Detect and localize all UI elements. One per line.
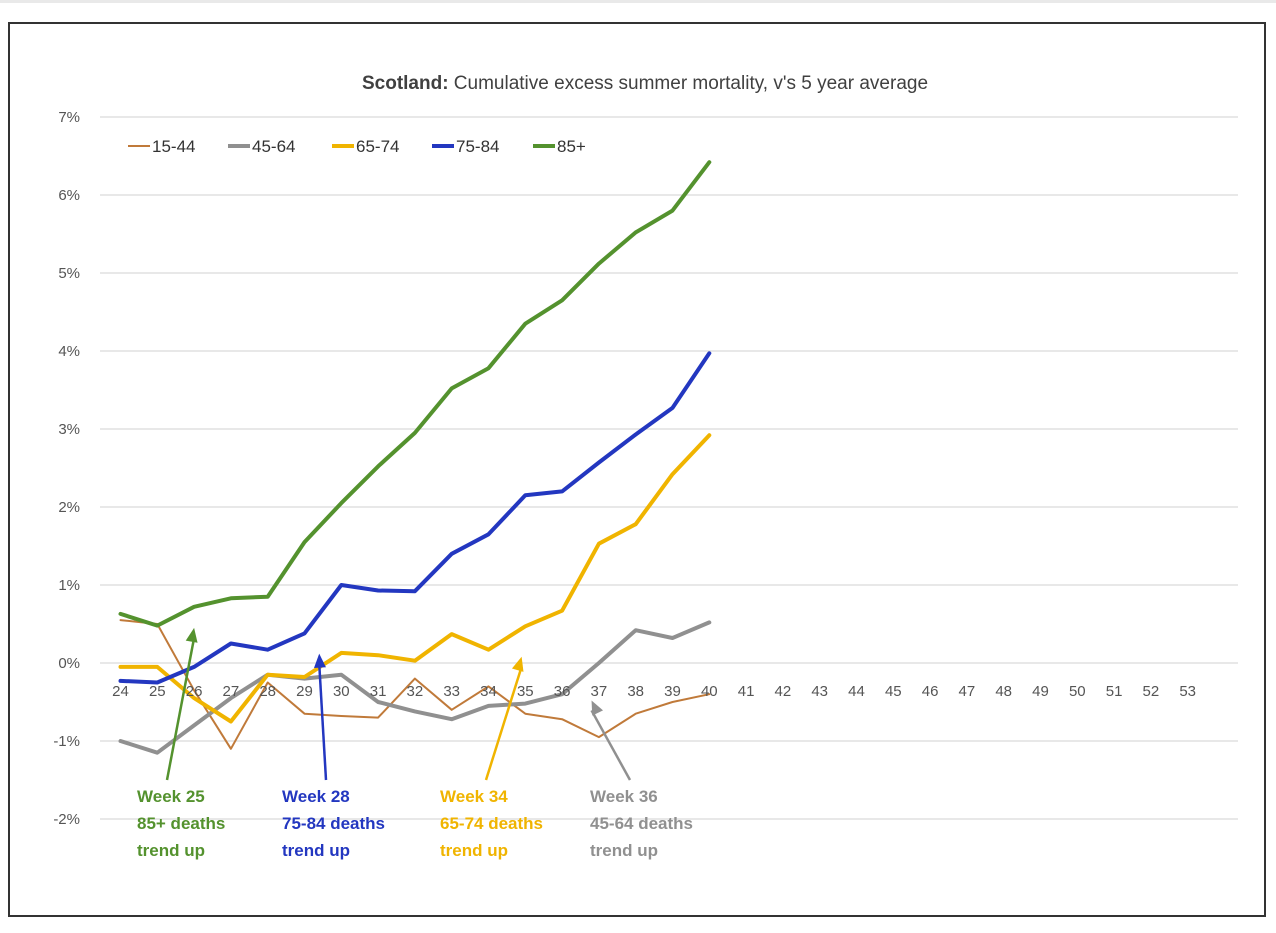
series-line-85+: [118, 160, 712, 628]
legend-label-45-64: 45-64: [252, 137, 295, 156]
x-tick-label: 49: [1032, 683, 1049, 700]
annotation-text-line: trend up: [440, 841, 508, 860]
x-tick-label: 40: [701, 683, 718, 700]
y-tick-label: 4%: [58, 343, 80, 360]
x-tick-label: 42: [775, 683, 792, 700]
x-tick-label: 51: [1106, 683, 1123, 700]
x-tick-label: 50: [1069, 683, 1086, 700]
x-tick-label: 30: [333, 683, 350, 700]
y-tick-label: 6%: [58, 187, 80, 204]
annotation-text-line: Week 36: [590, 787, 658, 806]
y-tick-label: -1%: [53, 733, 80, 750]
annotation-text-line: Week 25: [137, 787, 205, 806]
annotation-arrow-shaft: [484, 666, 523, 781]
y-tick-label: 5%: [58, 265, 80, 282]
x-tick-label: 26: [186, 683, 203, 700]
top-divider: [0, 0, 1276, 3]
x-tick-label: 38: [627, 683, 644, 700]
x-tick-label: 29: [296, 683, 313, 700]
y-tick-label: 1%: [58, 577, 80, 594]
x-tick-label: 28: [259, 683, 276, 700]
x-tick-label: 27: [223, 683, 240, 700]
x-tick-label: 33: [443, 683, 460, 700]
series-line-75-84: [118, 351, 712, 685]
x-tick-label: 45: [885, 683, 902, 700]
annotation-text-line: trend up: [137, 841, 205, 860]
legend: 15-44 45-64 65-74 75-84 85+: [128, 137, 586, 156]
series-line-15-44: [119, 619, 711, 750]
chart-title: Scotland: Cumulative excess summer morta…: [362, 73, 928, 94]
legend-label-65-74: 65-74: [356, 137, 399, 156]
x-tick-label: 52: [1143, 683, 1160, 700]
x-tick-label: 47: [959, 683, 976, 700]
x-tick-label: 36: [554, 683, 571, 700]
annotation-arrow-shaft: [165, 637, 196, 781]
chart-title-bold: Scotland:: [362, 73, 449, 94]
x-tick-label: 35: [517, 683, 534, 700]
y-tick-label: -2%: [53, 811, 80, 828]
annotation-text-line: 85+ deaths: [137, 814, 225, 833]
chart-frame: [8, 22, 1266, 917]
x-tick-label: 39: [664, 683, 681, 700]
x-tick-label: 34: [480, 683, 497, 700]
x-tick-label: 32: [407, 683, 424, 700]
annotation-text-line: trend up: [282, 841, 350, 860]
annotation-text-line: 45-64 deaths: [590, 814, 693, 833]
y-tick-label: 0%: [58, 655, 80, 672]
x-tick-label: 43: [811, 683, 828, 700]
series-line-45-64: [118, 620, 712, 755]
series-layer: [118, 160, 712, 755]
legend-label-15-44: 15-44: [152, 137, 195, 156]
chart-title-rest: Cumulative excess summer mortality, v's …: [449, 73, 929, 94]
annotation-text-line: 65-74 deaths: [440, 814, 543, 833]
grid-layer: [100, 116, 1238, 820]
x-tick-label: 44: [848, 683, 865, 700]
x-tick-label: 24: [112, 683, 129, 700]
legend-label-75-84: 75-84: [456, 137, 499, 156]
annotation-arrow-head: [511, 656, 524, 672]
x-tick-label: 25: [149, 683, 166, 700]
annotation-text-line: Week 28: [282, 787, 350, 806]
series-line-65-74: [118, 433, 712, 724]
x-tick-label: 46: [922, 683, 939, 700]
x-tick-label: 37: [591, 683, 608, 700]
x-tick-label: 53: [1179, 683, 1196, 700]
x-tick-label: 48: [995, 683, 1012, 700]
annotation-arrow-head: [185, 627, 198, 643]
x-axis-tick-labels: 24 25 26 27 28 29 30 31 32 33 34 35 36 37 38 39 40 41 42 43…: [112, 683, 1196, 700]
annotation-text-line: Week 34: [440, 787, 508, 806]
annotation-text-line: 75-84 deaths: [282, 814, 385, 833]
y-axis-tick-labels: 7% 6% 5% 4% 3% 2% 1% 0% -1% -2%: [53, 109, 80, 828]
x-tick-label: 41: [738, 683, 755, 700]
x-tick-label: 31: [370, 683, 387, 700]
y-tick-label: 7%: [58, 109, 80, 126]
annotations-layer: Week 25 85+ deaths trend up Week 28 75-84 de…: [137, 627, 693, 860]
annotation-text-line: trend up: [590, 841, 658, 860]
y-tick-label: 3%: [58, 421, 80, 438]
legend-label-85+: 85+: [557, 137, 586, 156]
annotation-arrow-head: [591, 700, 604, 716]
y-tick-label: 2%: [58, 499, 80, 516]
annotation-arrow-head: [313, 653, 326, 668]
annotation-arrow-shaft: [590, 709, 632, 781]
annotation-arrow-shaft: [317, 663, 328, 781]
